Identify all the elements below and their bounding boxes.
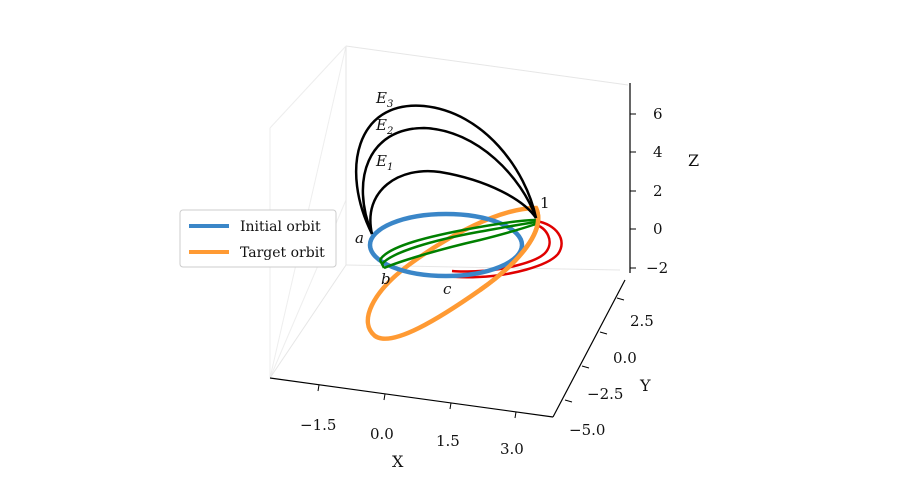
legend: Initial orbit Target orbit <box>179 209 337 268</box>
initial-orbit-curve <box>367 211 525 279</box>
y-axis-title: Y <box>639 376 651 395</box>
y-tick <box>564 399 573 403</box>
x-ticks <box>317 384 517 419</box>
label-e1-sub: 1 <box>387 162 393 173</box>
y-ticks <box>564 297 625 403</box>
label-e1-main: E <box>375 152 387 170</box>
x-tick <box>383 393 386 401</box>
green-transfer-arc <box>378 259 386 269</box>
y-axis-line <box>552 279 626 418</box>
y-tick-label: −2.5 <box>587 385 623 403</box>
y-tick <box>581 365 590 369</box>
y-tick-label: 0.0 <box>613 349 637 367</box>
x-tick-label: 1.5 <box>436 432 460 450</box>
legend-label-target-orbit: Target orbit <box>240 245 325 261</box>
x-axis-title: X <box>392 452 404 471</box>
y-tick <box>616 297 625 301</box>
green-transfer-arc <box>381 220 537 265</box>
y-tick <box>599 331 608 335</box>
label-e3-sub: 3 <box>387 99 393 110</box>
green-transfer-arc <box>378 218 537 261</box>
pane-edge-top <box>345 45 629 86</box>
target-orbit-front-segment <box>478 207 541 292</box>
z-tick-label: 2 <box>653 182 663 200</box>
y-tick-label: 2.5 <box>630 312 654 330</box>
green-transfer-arc <box>383 222 537 270</box>
x-tick <box>449 402 452 410</box>
label-e3: E3 <box>375 89 393 110</box>
orbit-curves <box>354 104 563 341</box>
z-tick-label: 6 <box>653 105 663 123</box>
transfer-arc-e1 <box>369 169 538 235</box>
y-tick-label: −5.0 <box>569 421 605 439</box>
pane-edge-left-top <box>269 45 347 129</box>
point-label-1: 1 <box>540 194 550 212</box>
z-tick-label: −2 <box>646 259 668 277</box>
transfer-arc-e3 <box>354 104 538 235</box>
point-label-b: b <box>381 270 391 288</box>
x-tick-label: −1.5 <box>300 416 336 434</box>
point-label-c: c <box>443 280 452 298</box>
point-label-a: a <box>355 229 364 247</box>
z-tick-label: 4 <box>653 143 663 161</box>
x-tick-label: 0.0 <box>370 425 394 443</box>
x-tick-label: 3.0 <box>500 440 524 458</box>
pane-edge-floor-left <box>269 264 347 379</box>
label-e3-main: E <box>375 89 387 107</box>
legend-label-initial-orbit: Initial orbit <box>240 219 321 235</box>
label-e1: E1 <box>375 152 393 173</box>
x-axis-line <box>269 377 554 418</box>
label-e2-sub: 2 <box>386 126 393 137</box>
z-ticks <box>630 113 636 269</box>
transfer-arc-e2 <box>361 126 538 235</box>
label-e2-main: E <box>375 116 387 134</box>
label-e2: E2 <box>375 116 393 137</box>
z-axis-title: Z <box>688 151 699 170</box>
x-tick <box>317 384 320 392</box>
red-transfer-arc <box>451 222 551 273</box>
z-tick-label: 0 <box>653 220 663 238</box>
x-tick <box>514 411 517 419</box>
